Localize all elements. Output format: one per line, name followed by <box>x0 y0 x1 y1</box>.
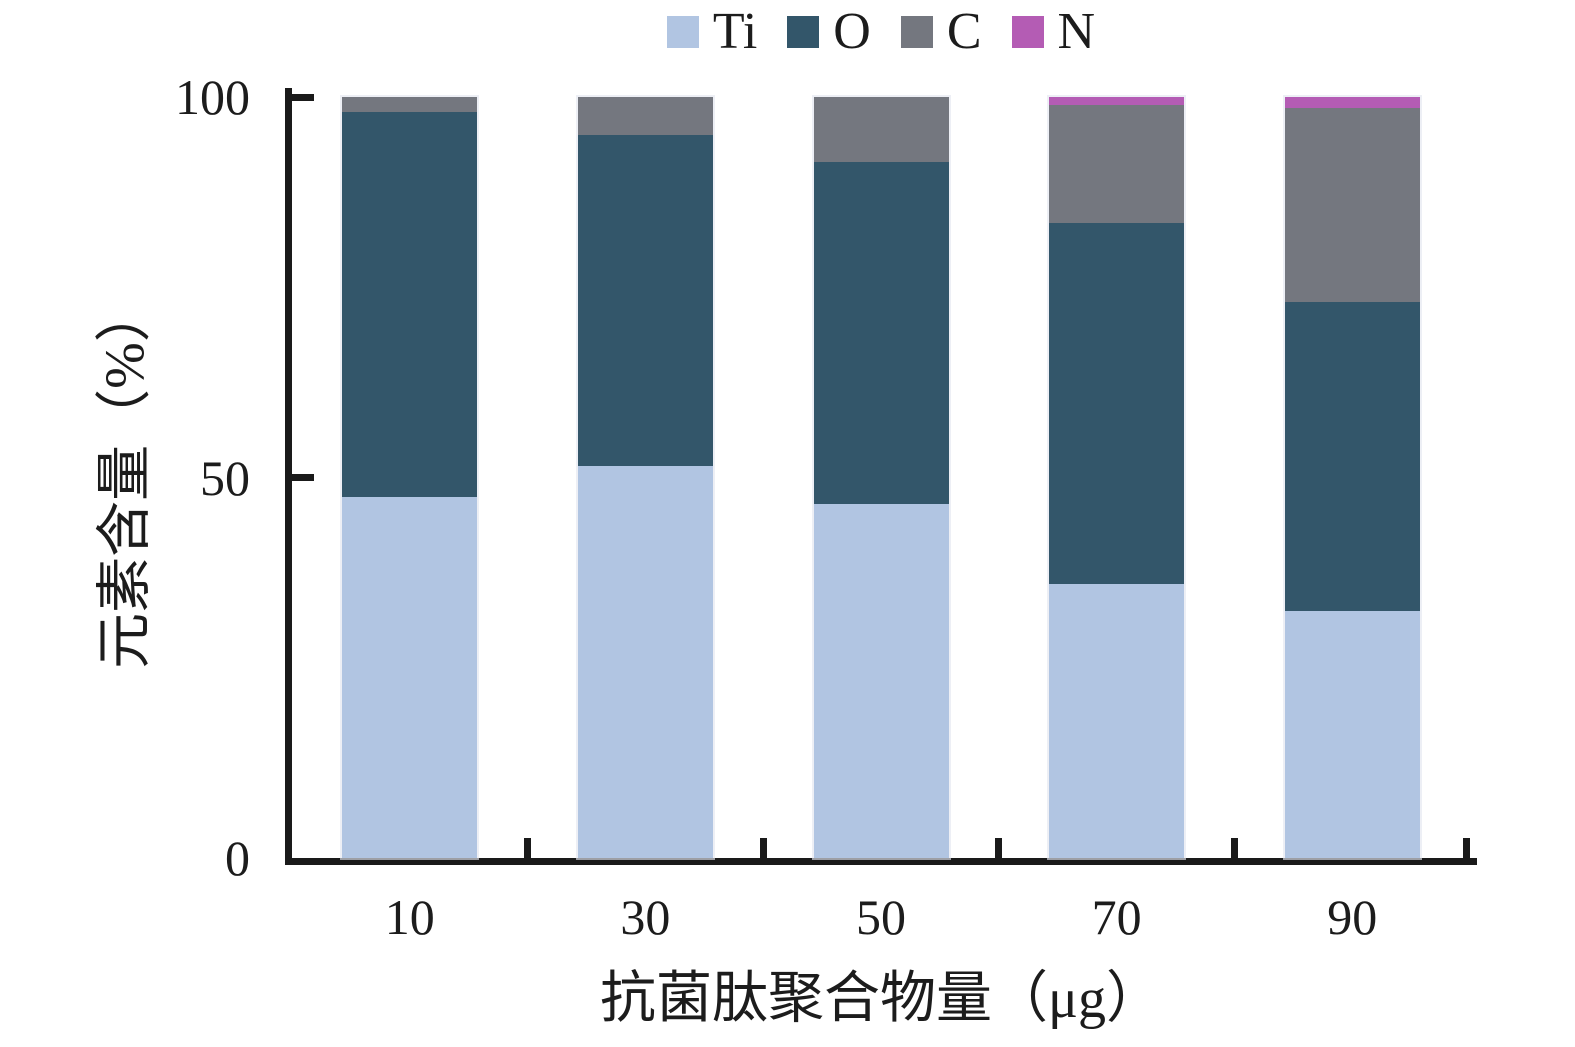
y-tick-label-50: 50 <box>200 449 250 506</box>
bar-segment-Ti-10 <box>342 496 478 858</box>
x-axis-title: 抗菌肽聚合物量（μg） <box>599 968 1163 1030</box>
bar-30 <box>575 95 715 860</box>
bar-70 <box>1047 95 1187 860</box>
x-tick-label-70: 70 <box>1091 889 1142 945</box>
y-tick-mark-50 <box>292 474 314 481</box>
x-tick-mark-4 <box>1230 838 1238 858</box>
legend-item-N: N <box>1011 3 1096 60</box>
bar-segment-N-90 <box>1284 97 1420 109</box>
bar-segment-C-10 <box>342 97 478 113</box>
x-tick-mark-2 <box>759 838 767 858</box>
legend-swatch-O-icon <box>787 16 820 48</box>
x-tick-mark-1 <box>524 838 532 858</box>
x-tick-mark-3 <box>995 838 1003 858</box>
bar-10 <box>340 95 480 860</box>
y-tick-label-0: 0 <box>225 830 250 886</box>
bar-90 <box>1282 95 1422 860</box>
chart-legend: Ti O C N <box>292 6 1470 58</box>
legend-swatch-C-icon <box>900 16 933 48</box>
x-tick-label-90: 90 <box>1327 889 1378 945</box>
bar-segment-O-70 <box>1049 222 1185 585</box>
bar-segment-Ti-30 <box>577 466 713 858</box>
bar-segment-Ti-50 <box>813 504 949 858</box>
x-tick-mark-end <box>1463 838 1470 858</box>
legend-item-Ti: Ti <box>666 3 758 60</box>
legend-label-N: N <box>1057 3 1096 60</box>
bar-segment-Ti-70 <box>1049 584 1185 858</box>
bar-segment-C-70 <box>1049 104 1185 223</box>
bar-segment-O-50 <box>813 161 949 505</box>
bar-50 <box>811 95 951 860</box>
legend-label-O: O <box>833 3 871 60</box>
x-axis-line <box>285 858 1477 865</box>
y-tick-label-100: 100 <box>175 69 250 125</box>
y-tick-mark-100 <box>292 93 314 101</box>
y-axis-line <box>285 88 292 865</box>
x-tick-label-50: 50 <box>856 889 906 945</box>
bar-segment-O-30 <box>577 135 713 467</box>
bar-segment-C-50 <box>813 97 949 162</box>
x-tick-label-30: 30 <box>620 889 671 945</box>
legend-label-C: C <box>946 3 982 60</box>
legend-item-C: C <box>900 3 982 60</box>
plot-area: 10 30 50 70 90 0 50 100 <box>175 69 1470 945</box>
bar-segment-N-70 <box>1049 97 1185 105</box>
bar-segment-O-90 <box>1284 302 1420 611</box>
legend-swatch-N-icon <box>1011 16 1044 48</box>
legend-label-Ti: Ti <box>712 3 758 60</box>
bar-segment-C-30 <box>577 97 713 136</box>
bar-segment-O-10 <box>342 112 478 497</box>
bar-segment-Ti-90 <box>1284 610 1420 858</box>
legend-swatch-Ti-icon <box>666 16 699 48</box>
bar-segment-C-90 <box>1284 108 1420 303</box>
legend-item-O: O <box>787 6 871 58</box>
x-tick-label-10: 10 <box>384 889 435 945</box>
